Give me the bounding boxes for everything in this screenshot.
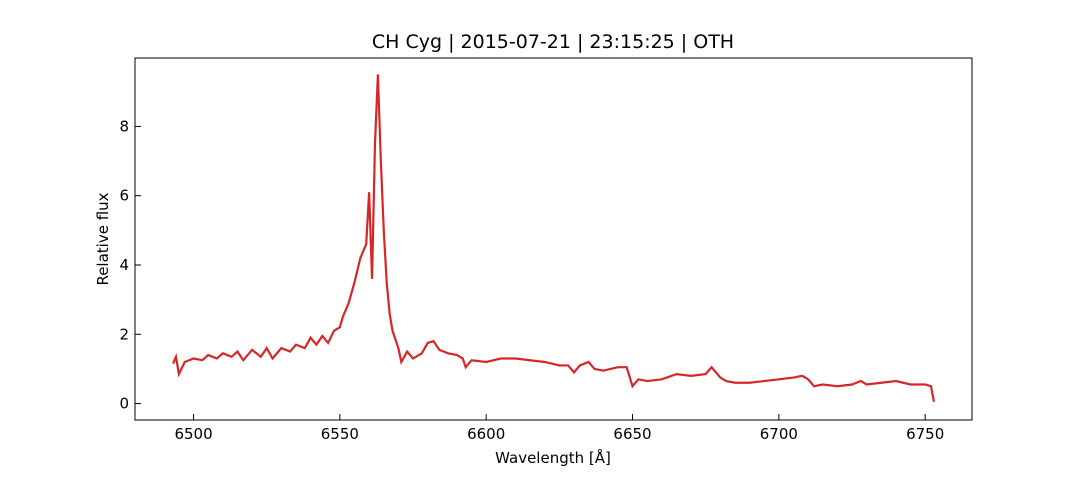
plot-frame — [134, 57, 973, 421]
y-tick-label: 4 — [119, 256, 129, 274]
x-tick-label: 6750 — [906, 425, 944, 443]
x-tick-label: 6650 — [613, 425, 651, 443]
chart-title: CH Cyg | 2015-07-21 | 23:15:25 | OTH — [372, 31, 734, 53]
y-tick-label: 0 — [119, 395, 129, 413]
y-tick-label: 2 — [119, 325, 129, 343]
y-tick-label: 8 — [119, 117, 129, 135]
x-tick-label: 6700 — [760, 425, 798, 443]
spectrum-line — [172, 74, 936, 403]
x-tick-label: 6600 — [467, 425, 505, 443]
y-tick-label: 6 — [119, 187, 129, 205]
x-tick-label: 6500 — [174, 425, 212, 443]
x-axis-label: Wavelength [Å] — [495, 448, 611, 467]
y-axis-label: Relative flux — [94, 192, 112, 285]
x-tick-label: 6550 — [321, 425, 359, 443]
